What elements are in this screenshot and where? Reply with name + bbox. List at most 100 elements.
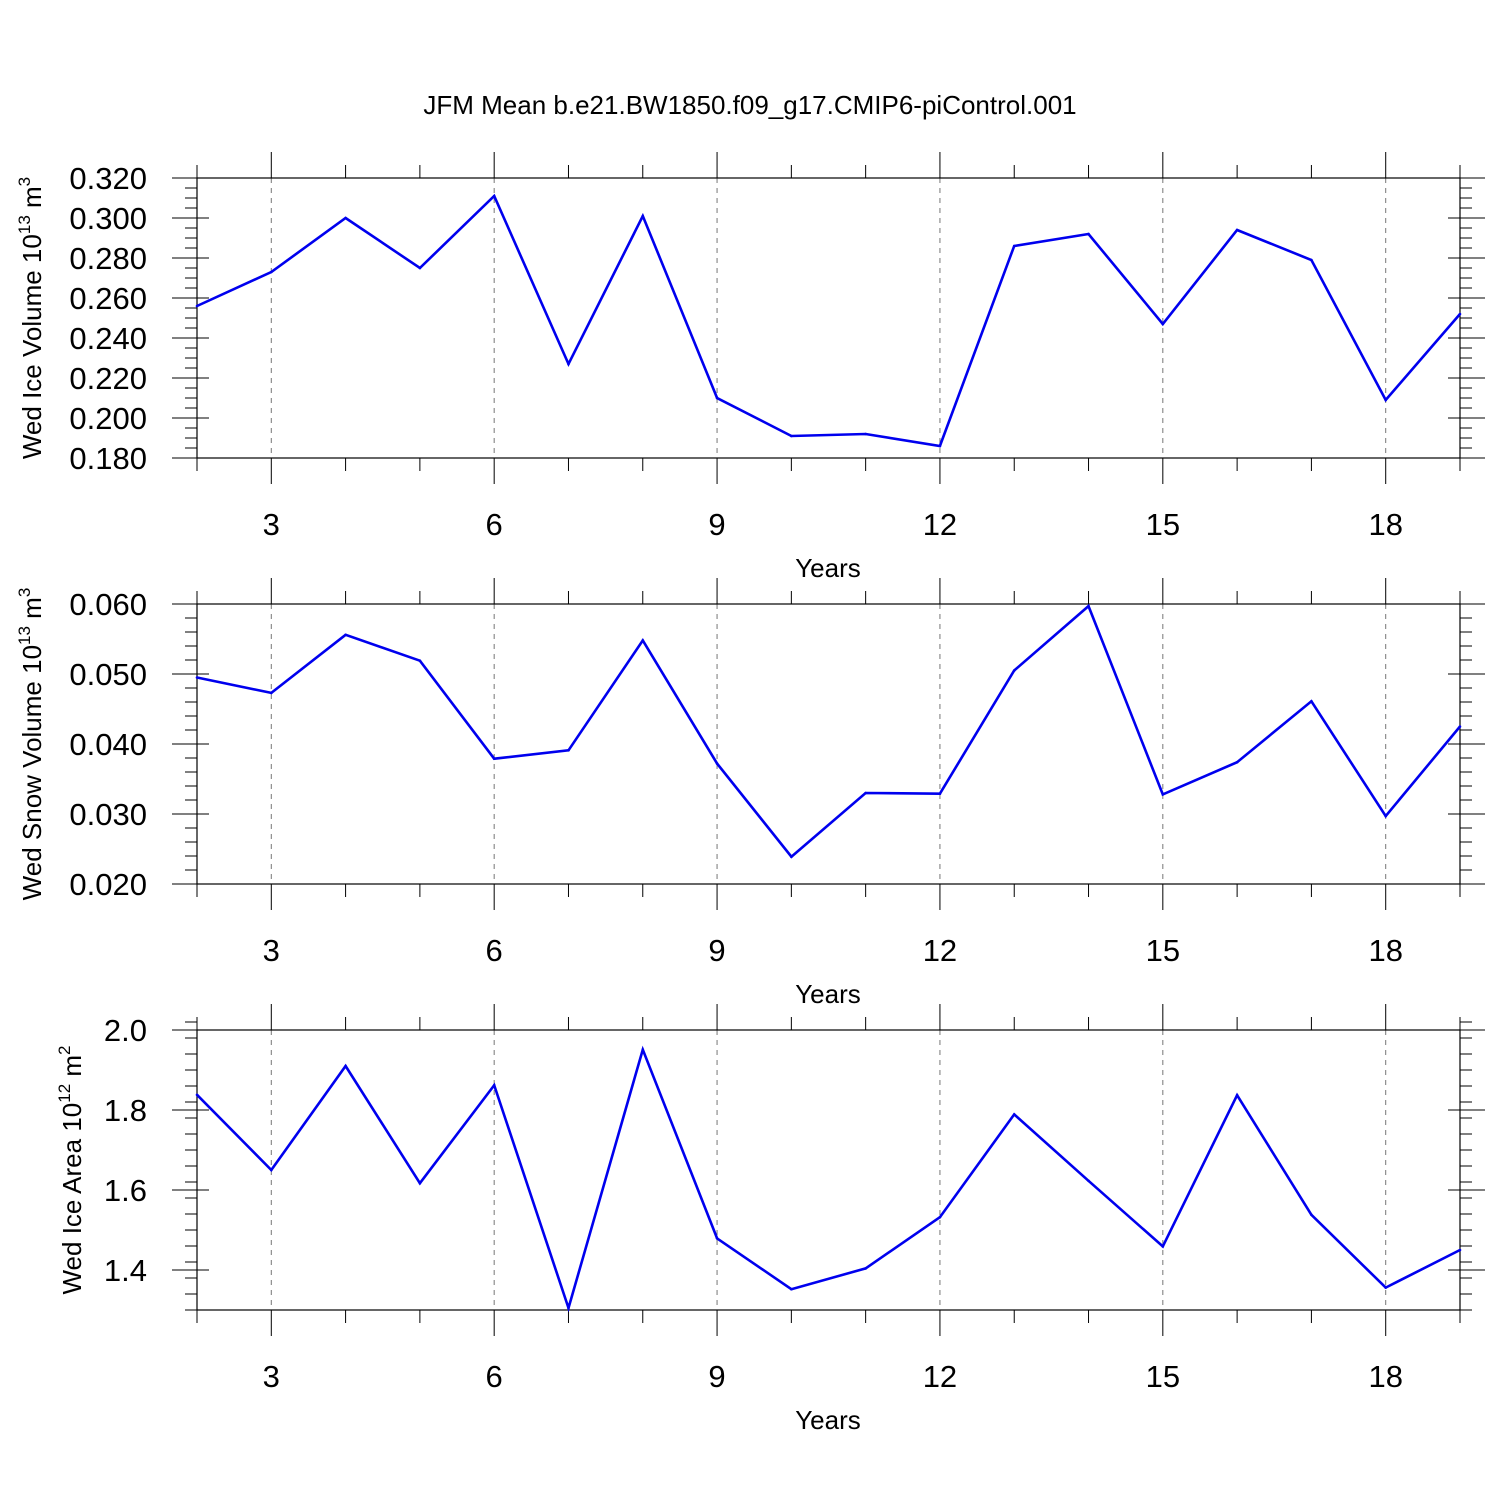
x-tick-label: 18 [1368,507,1402,542]
data-point [1384,1286,1388,1289]
data-point [790,855,793,858]
x-tick-label: 15 [1146,1359,1180,1394]
y-tick-label: 1.4 [104,1253,147,1288]
data-point [418,1181,422,1185]
plot-frame [196,1029,1461,1311]
x-tick-label: 6 [486,1359,503,1394]
x-tick-label: 3 [263,933,280,968]
data-point [195,304,199,308]
y-tick-label: 2.0 [104,1013,147,1048]
x-tick-label: 9 [708,1359,725,1394]
data-point [344,1064,347,1068]
data-point [418,659,422,662]
data-point [195,676,199,679]
data-point [269,270,273,274]
data-point [567,1306,570,1310]
data-point [1235,228,1239,232]
data-point [1012,1113,1016,1116]
data-point [790,1287,793,1291]
data-point [864,791,867,795]
data-point [492,1083,496,1087]
data-point [418,266,422,270]
x-axis-label: Years [795,979,861,1009]
data-point [864,1267,867,1270]
series-line [196,603,1462,859]
data-point [1012,244,1016,248]
data-point [1161,322,1165,326]
y-tick-label: 0.020 [69,867,147,902]
data-point [790,434,793,438]
data-point [715,396,719,400]
panel-3: 3 6 9 12 15 18 Years 1.4 1.6 1.8 2.0 Wed Ice Area 1… [55,1004,1485,1435]
y-tick-label: 0.220 [69,361,147,396]
data-point [1310,1213,1313,1217]
y-tick-label: 0.030 [69,797,147,832]
y-tick-label: 1.6 [104,1173,147,1208]
x-axis-label: Years [795,1405,861,1435]
y-axis-label: Wed Ice Volume 1013 m3 [15,177,47,459]
data-point [1012,669,1016,672]
data-point [1384,814,1388,818]
figure-title: JFM Mean b.e21.BW1850.f09_g17.CMIP6-piCo… [423,90,1076,120]
data-point [269,691,273,695]
data-point [1310,700,1313,703]
x-tick-label: 12 [923,507,957,542]
data-point [1310,258,1313,262]
data-point [1235,760,1239,764]
data-point [195,1093,199,1097]
series-line [196,193,1461,448]
series-line [196,1045,1461,1313]
data-point [938,444,942,448]
x-axis-label: Years [795,553,861,583]
y-tick-label: 0.040 [69,727,147,762]
plot-frame [196,603,1461,885]
y-tick-label: 0.280 [69,241,147,276]
data-point [1384,398,1388,402]
y-tick-label: 0.320 [69,161,147,196]
data-point [1087,604,1090,608]
data-point [344,633,347,637]
y-tick-label: 0.060 [69,587,147,622]
y-axis-label: Wed Ice Area 1012 m2 [55,1045,87,1294]
x-tick-label: 15 [1146,507,1180,542]
x-tick-label: 3 [263,1359,280,1394]
y-axis-label: Wed Snow Volume 1013 m3 [15,588,47,901]
y-tick-label: 0.180 [69,441,147,476]
data-point [641,1048,645,1051]
data-point [1458,725,1462,728]
data-point [1161,1245,1165,1248]
plot-frame [196,177,1461,459]
data-point [864,432,867,436]
x-tick-label: 12 [923,933,957,968]
data-point [344,216,347,220]
y-tick-label: 0.300 [69,201,147,236]
data-point [1161,793,1165,796]
data-point [492,757,496,760]
data-point [1458,1248,1462,1252]
y-tick-label: 0.260 [69,281,147,316]
x-tick-label: 3 [263,507,280,542]
x-tick-label: 18 [1368,1359,1402,1394]
data-point [567,362,570,366]
panel-1: 3 6 9 12 15 18 Years 0.180 0.200 0.220 0.240 0.260 0… [15,152,1485,583]
x-tick-label: 12 [923,1359,957,1394]
data-point [938,1215,942,1219]
data-point [567,749,570,752]
panel-2: 3 6 9 12 15 18 Years 0.020 0.030 0.040 0.050 0.060 W… [15,578,1485,1009]
data-point [1087,1179,1090,1183]
data-point [492,194,496,198]
data-point [715,1237,719,1240]
x-tick-label: 6 [486,507,503,542]
y-tick-label: 0.200 [69,401,147,436]
data-point [1235,1093,1239,1097]
data-point [641,214,645,218]
data-point [938,792,942,795]
y-tick-label: 1.8 [104,1093,147,1128]
y-tick-label: 0.050 [69,657,147,692]
data-point [1458,312,1462,316]
data-point [269,1168,273,1172]
data-point [641,639,645,642]
y-tick-label: 0.240 [69,321,147,356]
x-tick-label: 18 [1368,933,1402,968]
data-point [715,762,719,765]
